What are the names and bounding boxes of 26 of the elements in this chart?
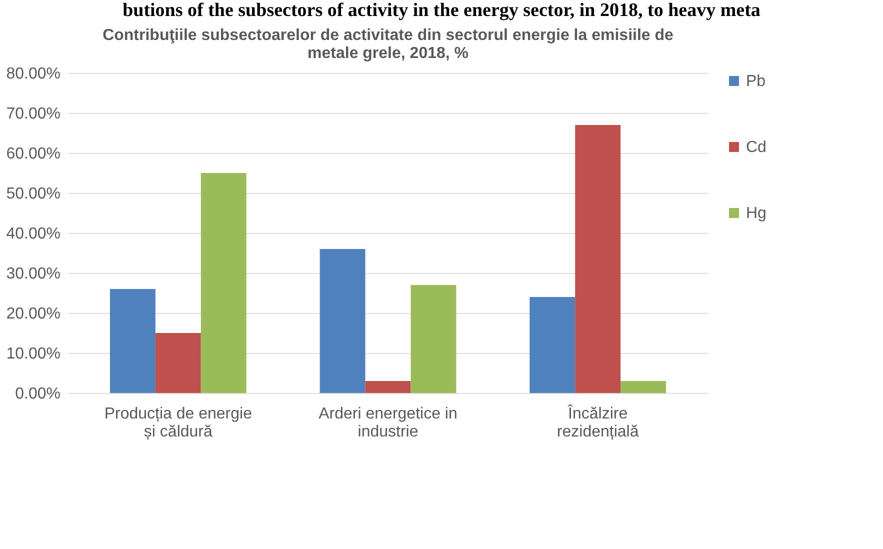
y-tick-label: 20.00% — [6, 306, 60, 322]
text: butions of the subsectors of activity in the energy sector, in 2018, to heavy meta — [122, 0, 762, 22]
bar — [410, 285, 456, 393]
y-tick-label: 60.00% — [6, 146, 60, 162]
x-tick-label: Arderi energetice in industrie — [318, 406, 458, 440]
y-tick-label: 70.00% — [6, 106, 60, 122]
legend-label: Hg — [746, 205, 766, 222]
y-tick-label: 0.00% — [15, 386, 60, 402]
bar — [110, 289, 156, 393]
x-tick-label: Încălzire rezidențială — [556, 404, 639, 440]
chart-title: Contribuţiile subsectoarelor de activitate din sectorul energie la emisiile de metale grele, 2018, % — [102, 27, 674, 62]
bar — [155, 333, 201, 393]
bar — [575, 125, 621, 393]
y-tick-label: 50.00% — [6, 186, 60, 202]
bar — [320, 249, 366, 393]
y-tick-label: 80.00% — [6, 66, 60, 82]
legend-label: Cd — [746, 139, 766, 156]
bar — [365, 381, 411, 393]
bar — [620, 381, 666, 393]
bar — [530, 297, 576, 393]
y-tick-label: 40.00% — [6, 226, 60, 242]
legend-label: Pb — [746, 73, 766, 90]
bar — [200, 173, 246, 393]
x-tick-label: Producția de energie și căldură — [104, 406, 252, 440]
y-tick-label: 30.00% — [6, 266, 60, 282]
y-tick-label: 10.00% — [6, 346, 60, 362]
